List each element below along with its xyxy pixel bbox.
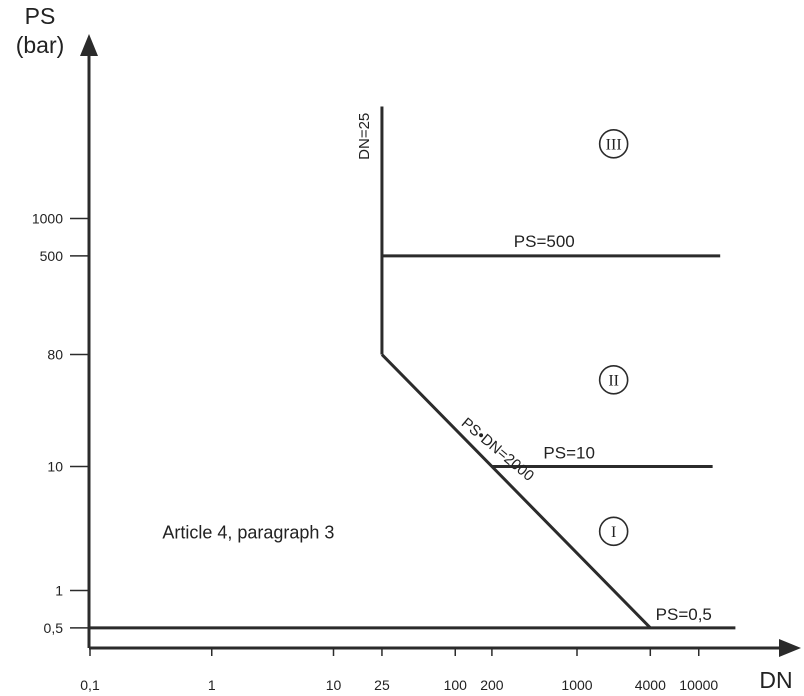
x-axis-label: DN — [759, 667, 792, 693]
region-iii-circle — [598, 129, 629, 159]
boundary-ps-dn-2000-line — [380, 353, 652, 629]
x-tick-label: 1000 — [561, 677, 592, 693]
y-tick-label: 0,5 — [44, 620, 64, 636]
axes: PS (bar) DN — [16, 3, 801, 693]
y-axis-arrow — [80, 34, 98, 56]
boundary-ps-0-5-label: PS=0,5 — [656, 605, 712, 624]
x-tick-label: 0,1 — [80, 677, 100, 693]
article-note: Article 4, paragraph 3 — [162, 522, 334, 542]
region-ii-circle — [598, 365, 629, 395]
x-tick-label: 10000 — [679, 677, 718, 693]
y-tick-label: 1 — [55, 583, 63, 599]
region-i-circle — [598, 516, 629, 547]
y-axis-label-line2: (bar) — [16, 32, 65, 58]
x-tick-label: 10 — [326, 677, 342, 693]
x-tick-label: 1 — [208, 677, 216, 693]
region-ii-label: II — [608, 372, 619, 389]
x-tick-label: 100 — [444, 677, 468, 693]
y-tick-label: 80 — [47, 347, 63, 363]
y-axis-label-line1: PS — [25, 3, 56, 29]
x-tick-label: 4000 — [635, 677, 666, 693]
ticks: 0,1 1 10 25 100 200 1000 4000 10000 0,5 1 10 80 500 10… — [32, 211, 719, 694]
x-tick-label: 200 — [480, 677, 504, 693]
region-iii-label: III — [606, 136, 622, 153]
boundary-ps-10-label: PS=10 — [543, 444, 595, 463]
boundary-ps-500-label: PS=500 — [514, 232, 575, 251]
y-tick-label: 1000 — [32, 211, 63, 227]
y-tick-label: 500 — [40, 248, 64, 264]
x-tick-label: 25 — [374, 677, 390, 693]
y-tick-label: 10 — [47, 459, 63, 475]
region-i-label: I — [611, 524, 616, 541]
boundary-dn-25-label: DN=25 — [356, 113, 373, 160]
boundary-lines — [90, 106, 736, 630]
x-axis-arrow — [779, 639, 801, 657]
